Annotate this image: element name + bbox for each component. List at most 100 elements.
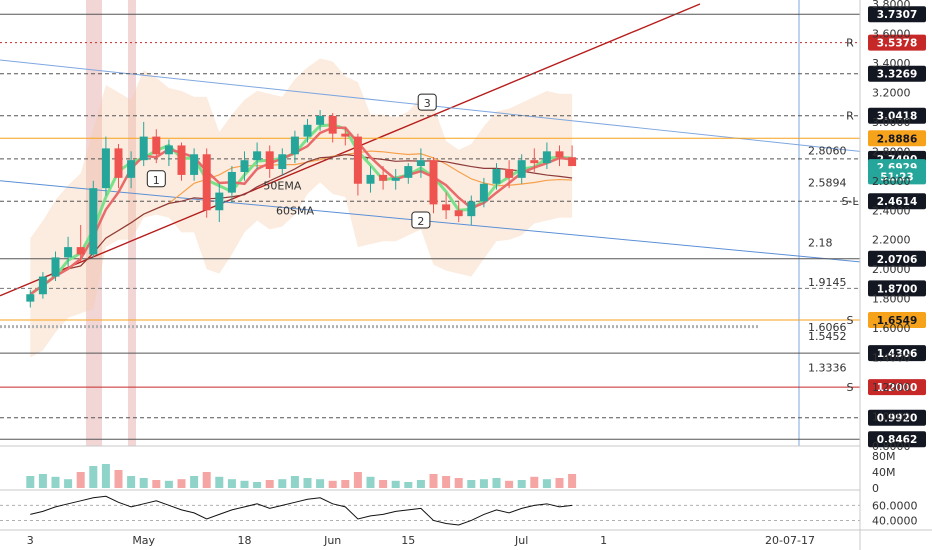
candle-body: [505, 169, 514, 178]
level-marker: S: [847, 314, 854, 327]
candle[interactable]: [127, 151, 136, 189]
candle[interactable]: [379, 166, 388, 190]
candle[interactable]: [542, 142, 551, 170]
price-tag-label: 2.0706: [877, 254, 918, 266]
annotation-callout: [411, 211, 431, 229]
candle[interactable]: [190, 148, 199, 181]
candle[interactable]: [328, 113, 337, 143]
price-tick-label: 2.6000: [872, 175, 911, 188]
candle[interactable]: [530, 148, 539, 172]
candle[interactable]: [391, 169, 400, 190]
candle[interactable]: [492, 163, 501, 190]
candle[interactable]: [26, 289, 35, 308]
candle[interactable]: [442, 192, 451, 220]
candle-body: [114, 148, 123, 178]
volume-bar: [429, 474, 438, 488]
price-tag: [868, 250, 926, 267]
candle[interactable]: [38, 272, 47, 299]
price-tag: [868, 130, 926, 147]
candle-body: [127, 160, 136, 178]
price-tick-label: 1.0000: [872, 411, 911, 424]
price-tick-label: 3.0000: [872, 116, 911, 129]
candle-body: [38, 276, 47, 295]
volume-bar: [76, 472, 85, 488]
candle[interactable]: [467, 195, 476, 225]
price-tag: [868, 34, 926, 51]
candle-body: [89, 188, 98, 255]
level-marker: S-L: [841, 195, 859, 208]
price-tick-label: 3.2000: [872, 86, 911, 99]
candle[interactable]: [454, 201, 463, 223]
price-tick-label: 1.4000: [872, 352, 911, 365]
candle[interactable]: [240, 151, 249, 181]
level-label: 2.8060: [808, 144, 847, 157]
candle[interactable]: [76, 225, 85, 262]
price-tag: [868, 168, 926, 185]
volume-bar: [139, 478, 148, 488]
candle[interactable]: [517, 154, 526, 184]
candle-body: [51, 257, 60, 277]
annotation-callout: [146, 170, 166, 188]
candle-body: [177, 145, 186, 175]
candle[interactable]: [353, 133, 362, 196]
volume-bar: [190, 476, 199, 488]
candle-body: [26, 294, 35, 302]
candle[interactable]: [64, 236, 73, 267]
candle-body: [530, 160, 539, 164]
candle[interactable]: [479, 177, 488, 208]
price-tag-label: 2.8886: [877, 133, 918, 145]
volume-bar: [492, 478, 501, 488]
candle[interactable]: [202, 148, 211, 218]
volume-bar: [38, 474, 47, 488]
candle[interactable]: [290, 130, 299, 164]
volume-bar: [454, 478, 463, 488]
candle[interactable]: [139, 121, 148, 167]
price-tag: [868, 6, 926, 23]
candle[interactable]: [568, 145, 577, 167]
candle[interactable]: [152, 129, 161, 164]
candle[interactable]: [555, 145, 564, 167]
candle[interactable]: [227, 166, 236, 203]
price-tag-label: 3.5378: [877, 38, 918, 50]
candle[interactable]: [89, 180, 98, 258]
candle-body: [555, 151, 564, 158]
candle-body: [290, 136, 299, 155]
candle[interactable]: [164, 139, 173, 167]
price-tag: [868, 345, 926, 362]
candle[interactable]: [278, 148, 287, 175]
candle[interactable]: [101, 136, 110, 196]
candle-body: [240, 160, 249, 172]
candle[interactable]: [404, 163, 413, 184]
candle[interactable]: [265, 145, 274, 178]
volume-bar: [353, 472, 362, 488]
candle[interactable]: [316, 110, 325, 131]
volume-bar: [215, 476, 224, 488]
time-tick-label: 18: [238, 534, 252, 547]
annotation-label: 2: [417, 215, 424, 228]
candle[interactable]: [341, 127, 350, 146]
candle[interactable]: [303, 118, 312, 143]
uptrend-line: [0, 3, 701, 297]
candle-body: [76, 247, 85, 255]
candle[interactable]: [505, 160, 514, 189]
price-tag-label: 1.4306: [877, 348, 918, 360]
candle[interactable]: [114, 143, 123, 189]
candle[interactable]: [366, 166, 375, 193]
candle[interactable]: [51, 251, 60, 281]
oscillator-pane: [0, 495, 860, 526]
candle[interactable]: [215, 183, 224, 223]
volume-bar: [328, 480, 337, 488]
price-pane[interactable]: R R S-L S S 2.8060 2.5894 2.18 1.9145 1.60661.545…: [0, 0, 861, 446]
indicator-label: 60SMA: [276, 205, 314, 218]
candle-body: [265, 151, 274, 170]
price-tag: [868, 312, 926, 329]
candle[interactable]: [253, 142, 262, 170]
candle[interactable]: [177, 142, 186, 181]
bollinger-band: [30, 58, 573, 358]
price-tick-label: 2.4000: [872, 204, 911, 217]
candle[interactable]: [416, 148, 425, 178]
price-tag-label: 3.3269: [877, 69, 918, 81]
candle[interactable]: [429, 157, 438, 214]
